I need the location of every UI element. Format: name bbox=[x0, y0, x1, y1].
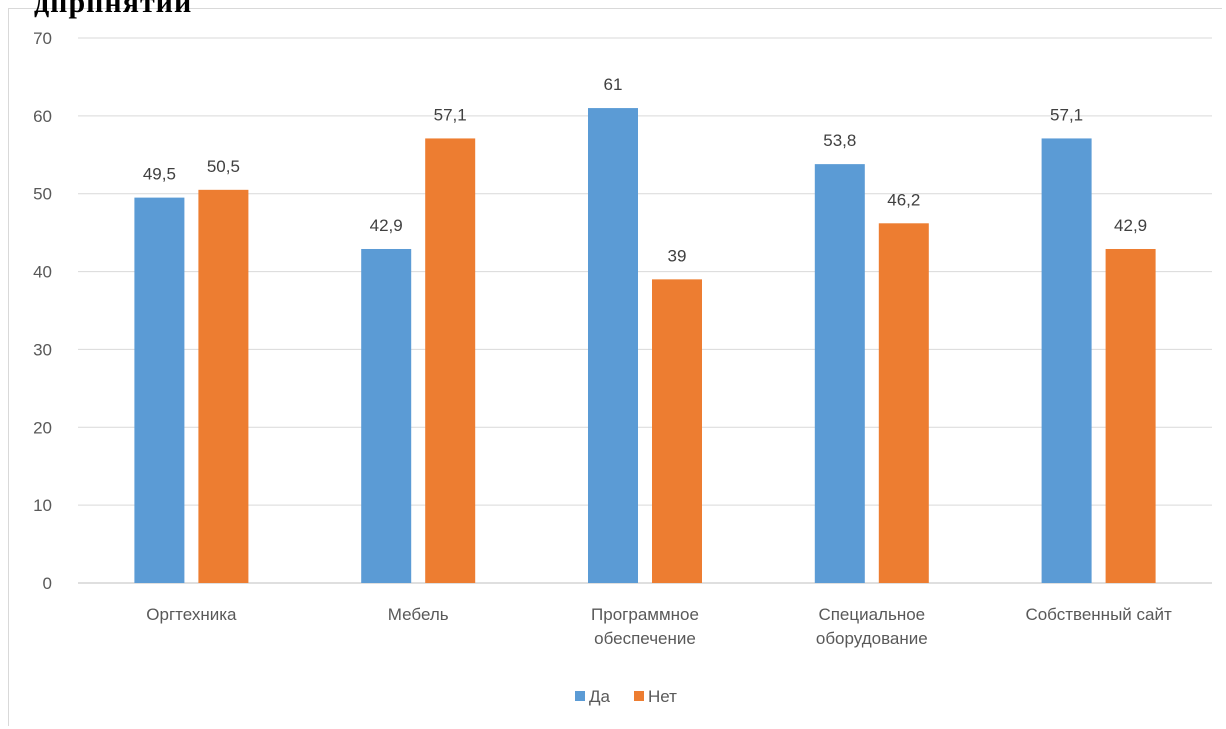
data-label: 42,9 bbox=[1114, 216, 1147, 235]
y-tick-label: 60 bbox=[33, 107, 52, 126]
y-tick-label: 70 bbox=[33, 29, 52, 48]
data-label: 39 bbox=[668, 246, 687, 265]
bars bbox=[134, 108, 1156, 584]
y-tick-label: 0 bbox=[43, 574, 52, 593]
bar bbox=[134, 197, 185, 583]
bar bbox=[814, 164, 865, 583]
y-tick-label: 20 bbox=[33, 418, 52, 437]
bar bbox=[1105, 248, 1156, 583]
y-axis-ticks: 0 10 20 30 40 50 60 70 bbox=[33, 29, 52, 593]
legend-label: Нет bbox=[648, 687, 677, 706]
category-label: оборудование bbox=[816, 629, 928, 648]
data-label: 61 bbox=[604, 75, 623, 94]
bar bbox=[198, 189, 249, 584]
bar bbox=[1041, 138, 1092, 583]
category-label: Мебель bbox=[388, 605, 449, 624]
y-tick-label: 10 bbox=[33, 496, 52, 515]
page-header-fragment: дпрпнятий bbox=[34, 0, 193, 19]
data-label: 46,2 bbox=[887, 190, 920, 209]
legend: Да Нет bbox=[575, 687, 677, 706]
category-label: Специальное bbox=[818, 605, 925, 624]
data-label: 57,1 bbox=[1050, 105, 1083, 124]
data-label: 53,8 bbox=[823, 131, 856, 150]
legend-swatch bbox=[634, 691, 644, 701]
legend-swatch bbox=[575, 691, 585, 701]
y-tick-label: 40 bbox=[33, 263, 52, 282]
data-label: 42,9 bbox=[370, 216, 403, 235]
data-labels: 49,5 50,5 42,9 57,1 61 39 53,8 46,2 57,1 42,9 bbox=[143, 75, 1147, 265]
x-axis-categories: Оргтехника Мебель Программное обеспечение Сп… bbox=[146, 605, 1172, 648]
data-label: 57,1 bbox=[434, 105, 467, 124]
gridlines bbox=[78, 37, 1212, 584]
y-tick-label: 30 bbox=[33, 340, 52, 359]
legend-label: Да bbox=[589, 687, 611, 706]
bar bbox=[878, 223, 929, 584]
bar bbox=[425, 138, 476, 583]
chart-frame bbox=[8, 8, 1222, 726]
bar bbox=[652, 279, 702, 583]
category-label: Оргтехника bbox=[146, 605, 237, 624]
data-label: 50,5 bbox=[207, 157, 240, 176]
category-label: Собственный сайт bbox=[1025, 605, 1172, 624]
category-label: обеспечение bbox=[594, 629, 696, 648]
data-label: 49,5 bbox=[143, 165, 176, 184]
bar bbox=[361, 248, 412, 583]
bar bbox=[588, 108, 638, 584]
category-label: Программное bbox=[591, 605, 699, 624]
y-tick-label: 50 bbox=[33, 185, 52, 204]
